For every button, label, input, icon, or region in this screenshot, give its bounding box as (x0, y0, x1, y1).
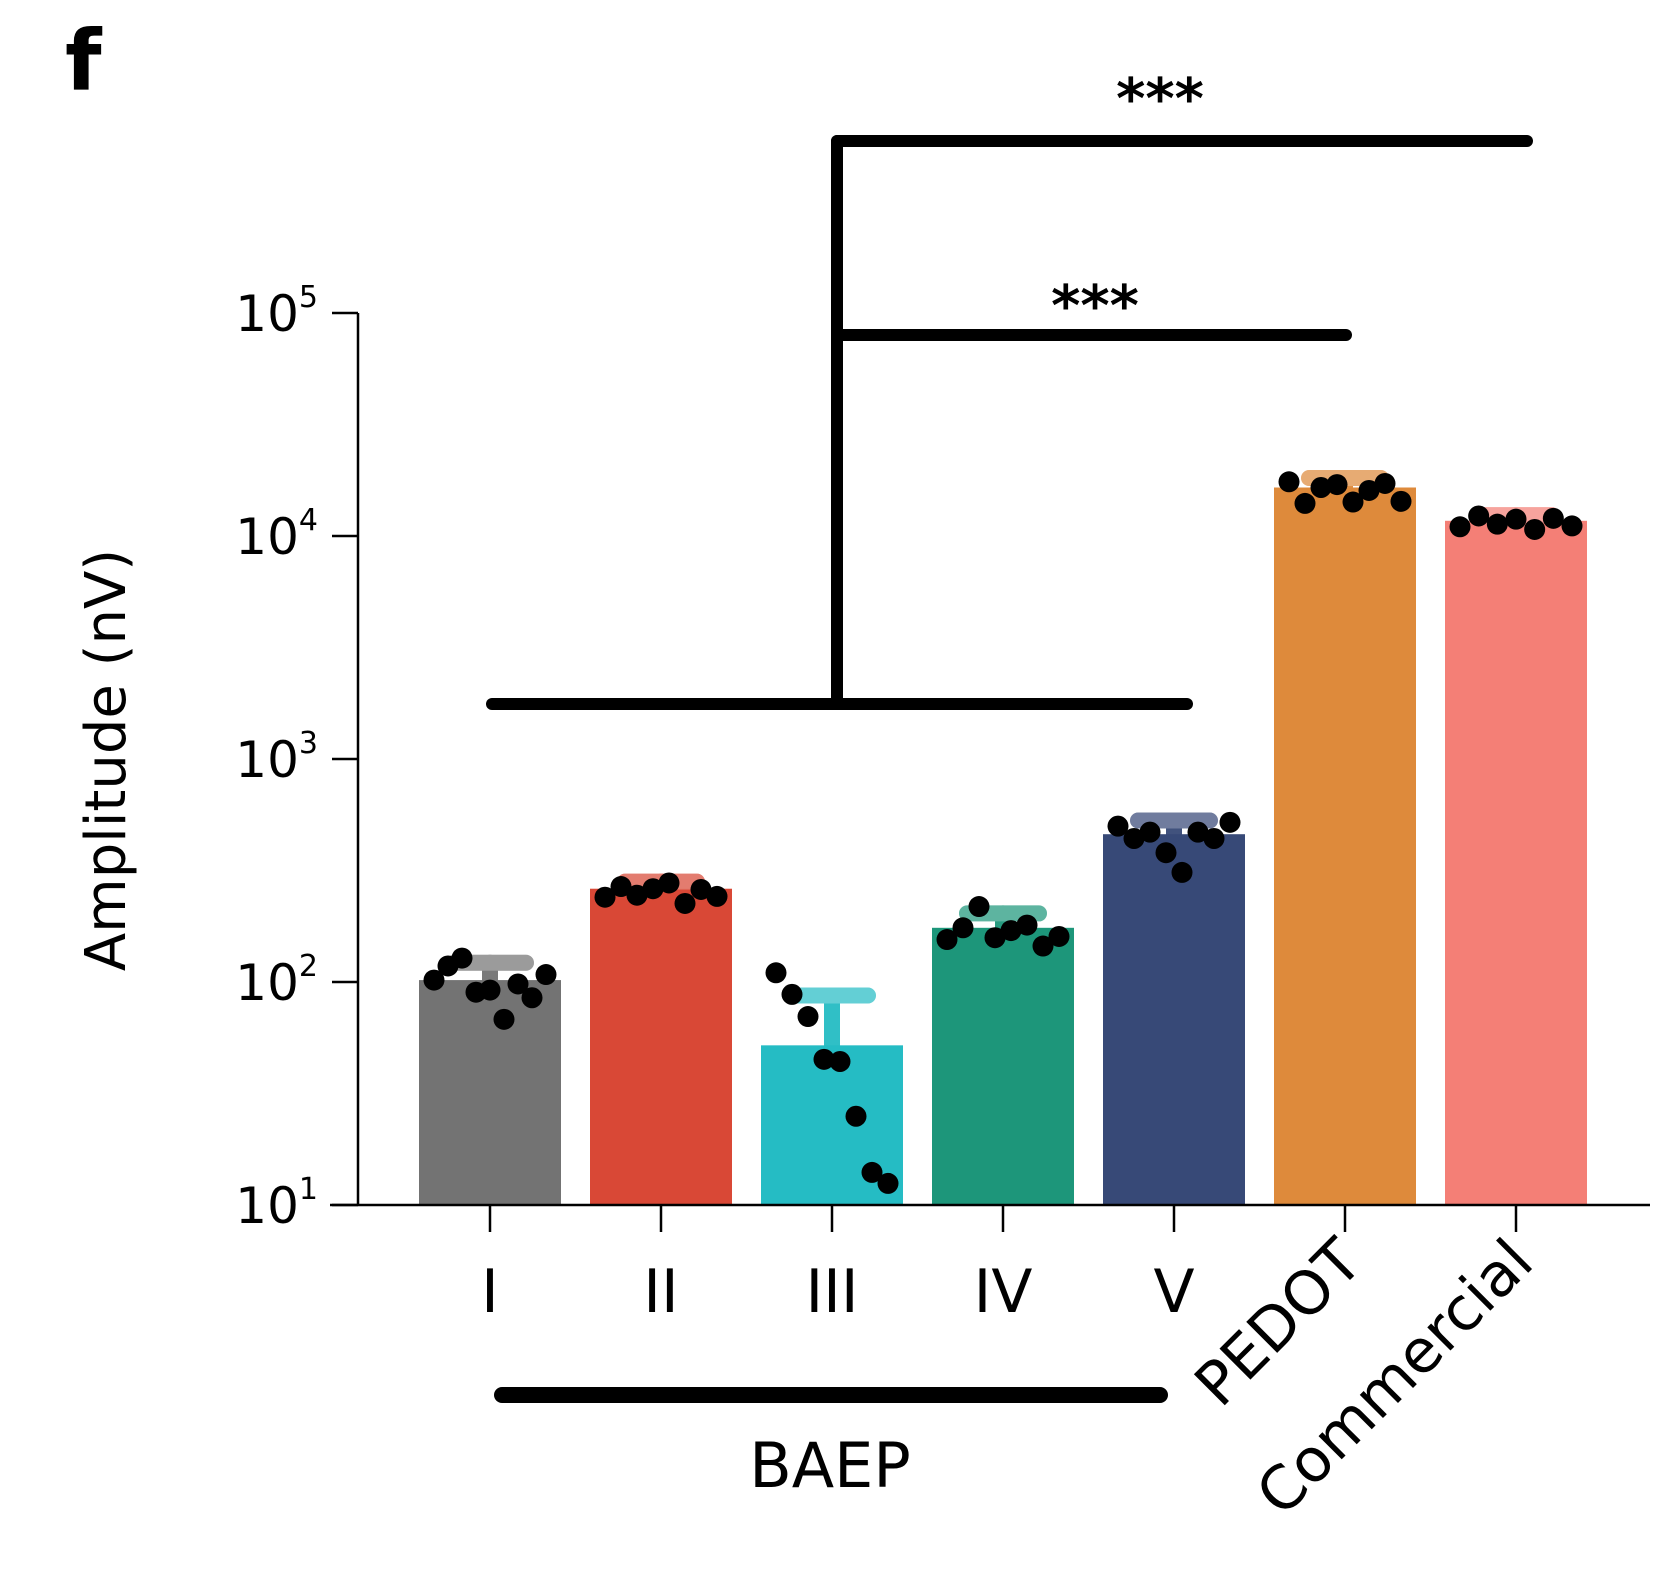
data-point (829, 1051, 851, 1073)
bar-v (1103, 834, 1245, 1205)
data-point (1449, 516, 1471, 538)
data-point (1486, 513, 1508, 535)
error-bar-v (1130, 812, 1218, 843)
data-point (1139, 821, 1161, 843)
data-point (968, 896, 990, 918)
data-point (493, 1008, 515, 1030)
bar-i (419, 980, 561, 1205)
data-point (642, 878, 664, 900)
data-point (1032, 935, 1054, 957)
data-point (1358, 479, 1380, 501)
x-label-iii: III (805, 1257, 858, 1327)
data-point (1155, 842, 1177, 864)
group-label: BAEP (749, 1429, 911, 1502)
significance-label: *** (1051, 274, 1139, 339)
data-point (479, 979, 501, 1001)
data-point (1342, 491, 1364, 513)
y-tick-label: 102 (235, 949, 318, 1012)
data-point (1219, 811, 1241, 833)
data-points (423, 471, 1583, 1194)
bar-ii (590, 888, 732, 1205)
data-point (451, 947, 473, 969)
data-point (1203, 828, 1225, 850)
data-point (1171, 861, 1193, 883)
data-point (1107, 815, 1129, 837)
data-point (535, 964, 557, 986)
data-point (423, 969, 445, 991)
y-axis: 101 102 103 104 105 (235, 280, 358, 1235)
data-point (1048, 925, 1070, 947)
data-point (1374, 472, 1396, 494)
bar-iv (932, 927, 1074, 1205)
data-point (658, 872, 680, 894)
y-tick-label: 101 (235, 1172, 318, 1235)
data-point (1016, 914, 1038, 936)
data-point (610, 876, 632, 898)
data-point (1326, 474, 1348, 496)
x-label-i: I (481, 1257, 499, 1327)
data-point (861, 1161, 883, 1183)
data-point (1310, 477, 1332, 499)
bar-pedot (1274, 487, 1416, 1205)
data-point (690, 878, 712, 900)
data-point (706, 885, 728, 907)
data-point (765, 962, 787, 984)
y-tick-label: 103 (235, 726, 318, 789)
data-point (781, 983, 803, 1005)
data-point (594, 886, 616, 908)
panel-label: f (65, 12, 103, 110)
data-point (1123, 828, 1145, 850)
bar-commercial (1445, 520, 1587, 1205)
data-point (1000, 920, 1022, 942)
data-point (1561, 515, 1583, 537)
y-tick-label: 104 (235, 503, 318, 566)
y-axis-title: Amplitude (nV) (74, 549, 139, 971)
data-point (813, 1048, 835, 1070)
data-point (952, 917, 974, 939)
data-point (1542, 507, 1564, 529)
data-point (1294, 492, 1316, 514)
bars (419, 487, 1587, 1205)
x-label-v: V (1153, 1257, 1194, 1327)
data-point (1468, 505, 1490, 527)
data-point (1524, 518, 1546, 540)
data-point (984, 927, 1006, 949)
data-point (1187, 821, 1209, 843)
x-label-ii: II (643, 1257, 678, 1327)
data-point (626, 884, 648, 906)
data-point (1505, 508, 1527, 530)
data-point (936, 929, 958, 951)
significance-brackets: *** *** (486, 67, 1533, 710)
data-point (845, 1105, 867, 1127)
data-point (507, 973, 529, 995)
axes (330, 313, 1650, 1207)
data-point (1278, 471, 1300, 493)
data-point (1390, 490, 1412, 512)
x-label-iv: IV (974, 1257, 1033, 1327)
data-point (797, 1006, 819, 1028)
y-tick-label: 105 (235, 280, 318, 343)
significance-label: *** (1116, 67, 1204, 132)
error-bar-iii (788, 987, 876, 1054)
data-point (521, 987, 543, 1009)
data-point (674, 892, 696, 914)
data-point (877, 1172, 899, 1194)
